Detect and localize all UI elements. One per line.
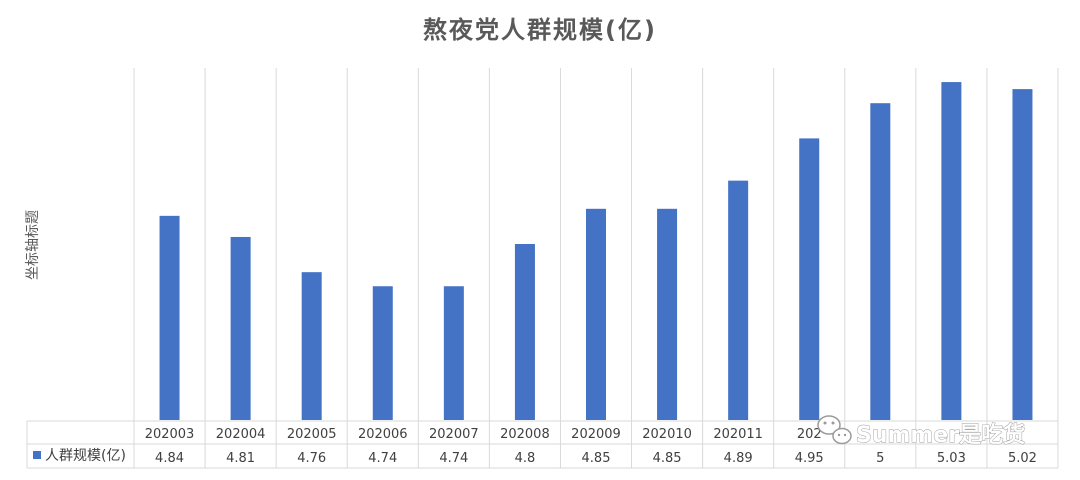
- watermark: Summer是吃货: [817, 415, 1026, 448]
- bar: [657, 208, 678, 420]
- table-value-cell: 4.85: [582, 451, 611, 466]
- table-value-cell: 4.76: [297, 451, 326, 466]
- x-tick-label: 202006: [358, 427, 408, 442]
- table-value-cell: 5.03: [937, 451, 966, 466]
- table-value-cell: 4.74: [439, 451, 468, 466]
- table-value-cell: 4.95: [795, 451, 824, 466]
- grid-lines: [26, 68, 1059, 469]
- x-tick-label: 202009: [571, 427, 621, 442]
- x-tick-label: 202003: [145, 427, 195, 442]
- table-value-cell: 4.85: [653, 451, 682, 466]
- bar: [1012, 89, 1033, 421]
- x-tick-label: 202008: [500, 427, 550, 442]
- table-value-cell: 4.81: [226, 451, 255, 466]
- table-value-cell: 4.84: [155, 451, 184, 466]
- x-tick-label: 202: [797, 427, 822, 442]
- legend-label: 人群规模(亿): [45, 448, 126, 464]
- bar: [443, 286, 464, 420]
- bar: [159, 215, 180, 420]
- wechat-icon: [817, 415, 852, 445]
- bar: [586, 208, 606, 420]
- y-axis-label: 坐标轴标题: [25, 210, 41, 280]
- bar: [799, 138, 820, 420]
- table-value-cell: 5.02: [1008, 451, 1037, 466]
- x-tick-label: 202005: [287, 427, 337, 442]
- x-tick-label: 202004: [216, 427, 266, 442]
- bars: [159, 82, 1033, 421]
- table-value-cell: 4.8: [515, 451, 536, 466]
- data-table: 人群规模(亿) 202003 4.84 202004 4.81 202005 4.76 20…: [33, 427, 1037, 466]
- table-value-cell: 5: [876, 451, 884, 466]
- chart-title: 熬夜党人群规模(亿): [423, 16, 657, 44]
- legend-swatch: [33, 451, 41, 459]
- watermark-text: Summer是吃货: [856, 422, 1025, 448]
- x-tick-label: 202007: [429, 427, 479, 442]
- bar: [301, 272, 322, 420]
- table-value-cell: 4.74: [368, 451, 397, 466]
- bar: [728, 180, 749, 420]
- bar: [372, 286, 393, 420]
- bar: [230, 236, 251, 420]
- x-tick-label: 202011: [713, 427, 763, 442]
- table-value-cell: 4.89: [724, 451, 753, 466]
- bar: [514, 244, 535, 420]
- x-tick-label: 202010: [642, 427, 692, 442]
- bar: [941, 82, 962, 420]
- bar: [870, 103, 891, 420]
